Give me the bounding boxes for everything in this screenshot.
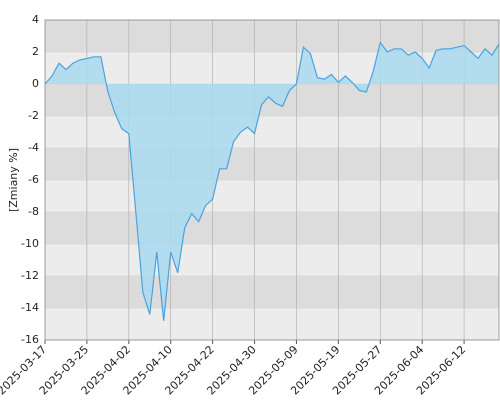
y-tick-label: -16 (21, 333, 39, 346)
y-tick-label: -10 (21, 237, 39, 250)
y-axis-label: [Zmiany %] (7, 148, 20, 212)
y-tick-label: 2 (32, 45, 39, 58)
y-tick-label: 4 (32, 13, 39, 26)
y-tick-label: -8 (28, 205, 39, 218)
grid-band (45, 244, 499, 276)
y-tick-label: -4 (28, 141, 39, 154)
line (44, 40, 500, 321)
grid-band (45, 116, 499, 148)
grid-band (45, 20, 499, 52)
y-tick-label: -6 (28, 173, 39, 186)
area (45, 42, 499, 321)
grid-band (45, 180, 499, 212)
grid-band (45, 276, 499, 308)
grid-band (45, 148, 499, 180)
grid-band (45, 308, 499, 340)
y-tick-label: -12 (21, 269, 39, 282)
grid-band (45, 212, 499, 244)
y-tick-label: 0 (32, 77, 39, 90)
y-tick-label: -2 (28, 109, 39, 122)
y-tick-label: -14 (21, 301, 39, 314)
plot-frame (44, 19, 500, 341)
